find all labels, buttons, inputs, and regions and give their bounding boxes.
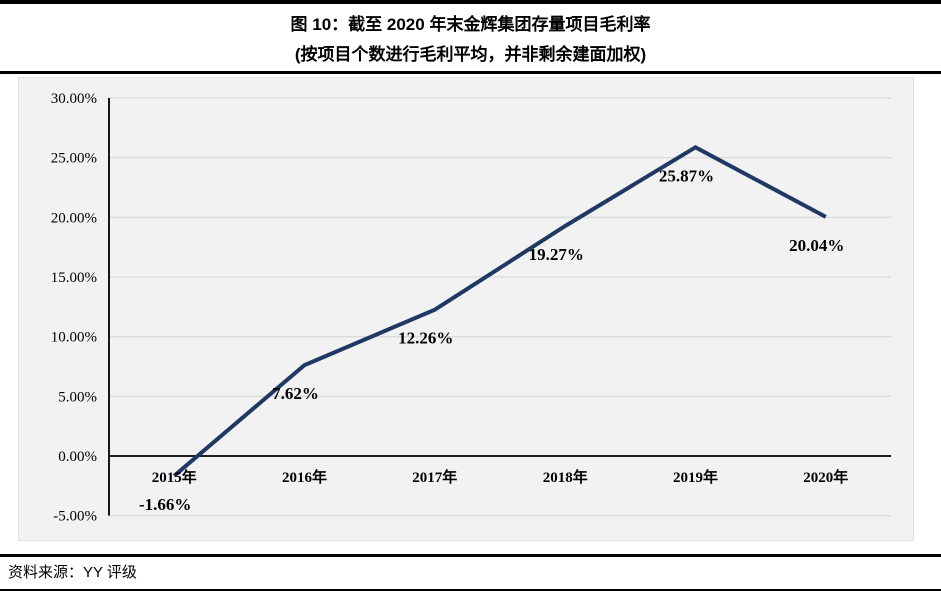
category-label: 2015年 — [152, 468, 197, 486]
y-axis-label: 25.00% — [51, 151, 97, 167]
chart-svg: 30.00% 25.00% 20.00% 15.00% 10.00% 5.00% 0.00%… — [51, 91, 891, 525]
top-rule — [0, 0, 941, 4]
category-label: 2020年 — [803, 468, 848, 486]
data-label: 7.62% — [272, 384, 319, 403]
figure-title: 图 10：截至 2020 年末金辉集团存量项目毛利率 — [290, 15, 651, 34]
category-label: 2019年 — [673, 468, 718, 486]
source-rule-top — [0, 554, 941, 557]
y-axis-label: 5.00% — [58, 389, 97, 405]
data-label: 20.04% — [789, 236, 844, 255]
data-label: 12.26% — [398, 329, 453, 348]
source-text: 资料来源：YY 评级 — [8, 564, 137, 581]
header-rule — [0, 71, 941, 74]
y-axis-label: -5.00% — [53, 509, 97, 525]
source-rule-bottom — [0, 589, 941, 591]
y-axis-label: 15.00% — [51, 270, 97, 286]
y-axis-label: 20.00% — [51, 210, 97, 226]
figure-subtitle: (按项目个数进行毛利平均，并非剩余建面加权) — [294, 45, 647, 64]
series-line — [172, 145, 827, 478]
y-axis-label: 30.00% — [51, 91, 97, 107]
y-axis-label: 0.00% — [58, 449, 97, 465]
data-label: 19.27% — [529, 245, 584, 264]
chart-area: 30.00% 25.00% 20.00% 15.00% 10.00% 5.00% 0.00%… — [18, 77, 914, 541]
data-label: -1.66% — [139, 495, 191, 514]
category-label: 2016年 — [282, 468, 327, 486]
y-axis-label: 10.00% — [51, 330, 97, 346]
data-label: 25.87% — [659, 166, 714, 185]
category-label: 2017年 — [412, 468, 457, 486]
category-label: 2018年 — [543, 468, 588, 486]
